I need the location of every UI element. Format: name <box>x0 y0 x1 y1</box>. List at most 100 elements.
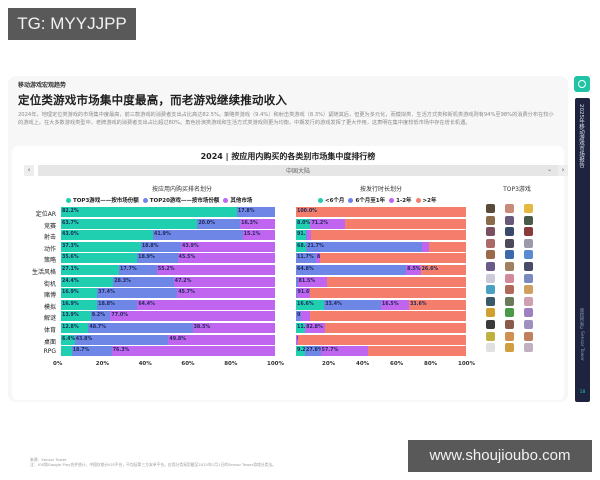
game-icon[interactable] <box>505 262 514 271</box>
bar-segment: 11.7% <box>296 253 316 264</box>
game-icon[interactable] <box>505 215 514 225</box>
bar-row: 6.4% 43.8% 49.8% <box>61 334 275 345</box>
bar-segment: 8.0% <box>296 218 311 229</box>
bar-value: 6.4% <box>62 336 76 342</box>
bar-row: 68.0%21.7% <box>296 241 466 252</box>
game-icon[interactable] <box>486 343 495 353</box>
game-icon[interactable] <box>524 320 533 329</box>
bar-value: 91.1% <box>297 232 314 237</box>
game-icon[interactable] <box>486 331 495 341</box>
game-icon[interactable] <box>505 238 514 248</box>
game-icon[interactable] <box>486 320 495 329</box>
game-icon[interactable] <box>486 238 495 248</box>
bar-segment <box>344 218 466 229</box>
game-icon[interactable] <box>524 343 533 353</box>
bar-segment: 27.1% <box>61 265 119 275</box>
bar-segment: 43.9% <box>181 241 275 252</box>
category-label: 竞赛 <box>43 222 56 230</box>
game-icon[interactable] <box>505 250 514 260</box>
game-icon[interactable] <box>524 308 533 318</box>
bar-segment <box>301 311 310 322</box>
bar-segment: 77.0% <box>110 311 275 322</box>
bar-row: 8.0%20.3%71.2% <box>296 218 466 229</box>
bar-value: 16.9% <box>62 301 79 307</box>
game-icon[interactable] <box>505 285 514 295</box>
target-icon[interactable] <box>574 76 590 92</box>
game-icon[interactable] <box>505 331 514 341</box>
bar-row: 16.9% 18.8% 64.4% <box>61 299 275 310</box>
prev-button[interactable]: ‹ <box>24 165 34 176</box>
game-icon[interactable] <box>486 285 495 295</box>
game-icon[interactable] <box>486 204 495 213</box>
legend-label: TOP20游戏——按市场份额 <box>149 198 220 204</box>
bar-value: 48.7% <box>89 325 107 330</box>
axis-tick-label: 20% <box>95 360 109 367</box>
game-icon[interactable] <box>524 296 533 306</box>
category-label: 动作 <box>43 245 56 253</box>
bar-segment: 37.3% <box>61 241 141 252</box>
game-icon[interactable] <box>486 273 495 283</box>
game-icon[interactable] <box>486 215 495 225</box>
region-dropdown[interactable]: 中国大陆 ⌄ <box>38 165 558 176</box>
game-icon[interactable] <box>524 262 533 271</box>
game-icon[interactable] <box>524 215 533 225</box>
top3-title: TOP3游戏 <box>503 186 531 193</box>
bar-segment: 68.0% <box>296 241 314 252</box>
bar-value: 43.9% <box>182 243 199 249</box>
game-icon[interactable] <box>524 227 533 237</box>
bar-segment: 16.9% <box>61 288 98 299</box>
bar-segment <box>311 230 466 241</box>
bar-value: 12.8% <box>62 325 79 330</box>
bar-row: 11.7%85.6% <box>296 253 466 264</box>
game-icon[interactable] <box>505 296 514 306</box>
legend-label: <6个月 <box>325 198 345 204</box>
game-icon[interactable] <box>505 320 514 329</box>
game-icon[interactable] <box>524 331 533 341</box>
bar-value: 21.7% <box>307 243 324 249</box>
bar-segment: 91.1% <box>296 230 314 241</box>
bar-row: 63.7% 20.0% 16.3% <box>61 218 275 229</box>
game-icon[interactable] <box>486 262 495 271</box>
game-icon[interactable] <box>505 273 514 283</box>
bar-segment <box>320 253 466 264</box>
game-icon[interactable] <box>524 250 533 260</box>
bar-value: 28.3% <box>114 278 131 284</box>
bar-value: 15.1% <box>243 232 261 238</box>
bar-row: 27.1% 17.7% 55.2% <box>61 265 275 275</box>
bar-segment: 43.0% <box>61 230 154 241</box>
game-icon[interactable] <box>486 296 495 306</box>
axis-tick-label: 40% <box>356 360 370 367</box>
category-label: 模拟 <box>43 303 56 311</box>
game-icon[interactable] <box>524 273 533 283</box>
category-label: 街机 <box>43 280 56 288</box>
right-chart-subtitle: 按发行时长划分 <box>359 186 402 193</box>
legend-dot-icon <box>348 198 354 203</box>
game-icon[interactable] <box>486 308 495 318</box>
game-icon[interactable] <box>486 227 495 237</box>
game-icon[interactable] <box>505 227 514 237</box>
bar-segment: 33.4% <box>324 299 381 310</box>
bar-row: 82.2% 17.8% <box>61 207 275 217</box>
bar-value: 64.8% <box>297 267 314 272</box>
game-icon[interactable] <box>505 308 514 318</box>
category-label: RPG <box>43 348 56 356</box>
category-label: 桌面 <box>43 338 56 346</box>
bar-value: 8.0% <box>297 220 311 226</box>
bar-value: 45.5% <box>178 255 196 261</box>
bar-segment: 11.8% <box>296 323 314 333</box>
game-icon[interactable] <box>486 250 495 260</box>
bar-value: 18.9% <box>138 255 155 261</box>
bar-segment: 64.8% <box>296 265 407 275</box>
game-icon[interactable] <box>505 204 514 213</box>
bar-segment: 18.9% <box>137 253 178 264</box>
axis-tick-label: 100% <box>458 360 475 367</box>
bar-value: 82.2% <box>62 209 79 214</box>
next-button[interactable]: › <box>558 165 568 176</box>
chevron-down-icon: ⌄ <box>546 166 552 173</box>
game-icon[interactable] <box>524 285 533 295</box>
game-icon[interactable] <box>524 238 533 248</box>
game-icon[interactable] <box>505 343 514 353</box>
game-icon[interactable] <box>524 204 533 213</box>
sidebar-copyright: 版权所有©Sensor Tower <box>579 308 584 361</box>
bar-value: 8.5% <box>407 267 421 272</box>
